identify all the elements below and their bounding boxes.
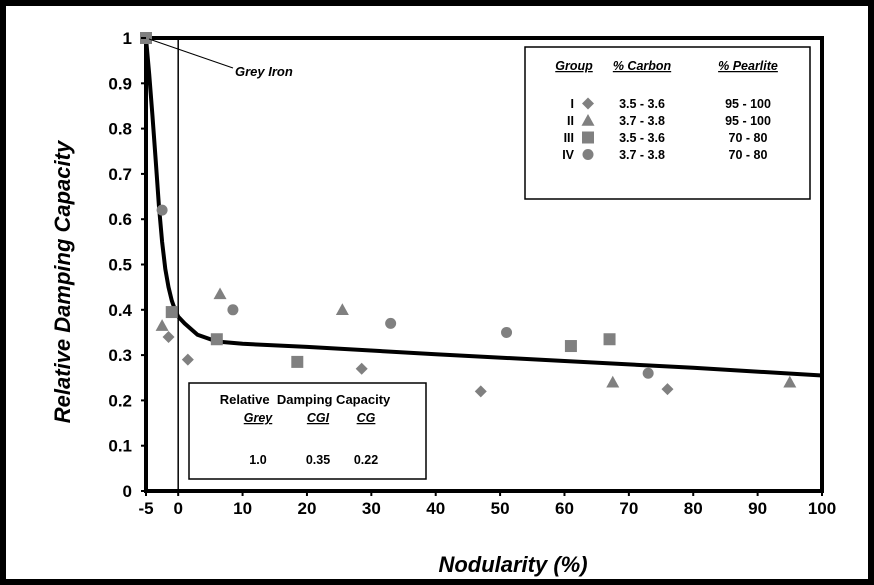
x-tick-label: 90 <box>748 499 767 518</box>
legend-carbon-value: 3.5 - 3.6 <box>619 131 665 145</box>
legend-pearlite-value: 95 - 100 <box>725 114 771 128</box>
legend-carbon-value: 3.7 - 3.8 <box>619 114 665 128</box>
legend-group-label: III <box>564 131 574 145</box>
data-point-square <box>291 355 304 368</box>
x-tick-label: 10 <box>233 499 252 518</box>
legend-carbon-value: 3.7 - 3.8 <box>619 148 665 162</box>
data-point-diamond <box>474 385 487 398</box>
x-tick-label: 50 <box>491 499 510 518</box>
legend-group-label: IV <box>562 148 574 162</box>
x-tick-label: 80 <box>684 499 703 518</box>
x-tick-label: 20 <box>297 499 316 518</box>
inset-value-cgi: 0.35 <box>306 453 330 467</box>
annotation-grey-iron: Grey Iron <box>235 64 293 79</box>
x-axis-ticks: -5 0 10 20 30 40 50 60 70 80 90 100 <box>138 491 836 518</box>
data-points <box>140 32 797 398</box>
data-point-square <box>165 306 178 319</box>
data-point-triangle <box>783 375 797 388</box>
damping-inset-table: Relative Damping Capacity Grey CGI CG 1.… <box>188 382 427 480</box>
legend-header-carbon: % Carbon <box>613 59 672 73</box>
y-tick-label: 0.9 <box>108 74 132 93</box>
x-tick-label: 30 <box>362 499 381 518</box>
legend-box <box>524 46 811 200</box>
data-point-square <box>564 340 577 353</box>
data-point-circle <box>385 317 397 329</box>
data-point-diamond <box>162 330 175 343</box>
y-tick-label: 0.3 <box>108 346 132 365</box>
y-tick-label: 0.8 <box>108 120 132 139</box>
y-tick-label: 0.7 <box>108 165 132 184</box>
data-point-diamond <box>355 362 368 375</box>
data-point-square <box>603 333 616 346</box>
x-tick-label: 100 <box>808 499 836 518</box>
legend-marker-triangle <box>581 114 595 126</box>
legend-pearlite-value: 95 - 100 <box>725 97 771 111</box>
legend-group-label: I <box>571 97 574 111</box>
y-axis-ticks: 0 0.1 0.2 0.3 0.4 0.5 0.6 0.7 0.8 0.9 1 <box>108 29 146 501</box>
legend-group-label: II <box>567 114 574 128</box>
y-tick-label: 0 <box>123 482 132 501</box>
x-tick-label: 0 <box>173 499 182 518</box>
x-axis-label: Nodularity (%) <box>438 552 587 577</box>
legend-header-pearlite: % Pearlite <box>718 59 778 73</box>
data-point-diamond <box>661 383 674 396</box>
y-tick-label: 0.1 <box>108 437 132 456</box>
data-point-triangle <box>606 375 620 388</box>
legend-header-group: Group <box>555 59 593 73</box>
legend-marker-square <box>582 131 594 144</box>
inset-value-grey: 1.0 <box>249 453 266 467</box>
data-point-circle <box>501 326 513 338</box>
data-point-circle <box>156 204 168 216</box>
legend-marker-diamond <box>582 97 594 110</box>
x-tick-label: 40 <box>426 499 445 518</box>
x-tick-label: 70 <box>619 499 638 518</box>
y-tick-label: 0.4 <box>108 301 132 320</box>
y-tick-label: 0.5 <box>108 256 132 275</box>
data-point-circle <box>642 367 654 379</box>
data-point-diamond <box>181 353 194 366</box>
data-point-circle <box>227 304 239 316</box>
inset-header-cgi: CGI <box>307 411 330 425</box>
legend-pearlite-value: 70 - 80 <box>729 148 768 162</box>
legend: Group % Carbon % Pearlite I 3.5 - 3.6 95 -… <box>524 46 811 200</box>
data-point-triangle <box>155 319 169 331</box>
y-axis-label: Relative Damping Capacity <box>50 139 75 423</box>
y-tick-label: 0.6 <box>108 210 132 229</box>
legend-pearlite-value: 70 - 80 <box>729 131 768 145</box>
legend-carbon-value: 3.5 - 3.6 <box>619 97 665 111</box>
x-tick-label: 60 <box>555 499 574 518</box>
data-point-triangle <box>213 287 227 300</box>
data-point-square <box>210 333 223 346</box>
x-tick-label: -5 <box>138 499 153 518</box>
inset-header-grey: Grey <box>244 411 274 425</box>
inset-title: Relative Damping Capacity <box>220 392 391 407</box>
legend-rows: I 3.5 - 3.6 95 - 100 II 3.7 - 3.8 95 - 100 III… <box>562 97 771 162</box>
y-tick-label: 1 <box>123 29 132 48</box>
inset-value-cg: 0.22 <box>354 453 378 467</box>
data-point-triangle <box>335 303 349 315</box>
annotation-leader-line <box>148 38 234 69</box>
y-tick-label: 0.2 <box>108 391 132 410</box>
legend-marker-circle <box>582 149 594 160</box>
inset-box <box>188 382 427 480</box>
inset-header-cg: CG <box>357 411 376 425</box>
